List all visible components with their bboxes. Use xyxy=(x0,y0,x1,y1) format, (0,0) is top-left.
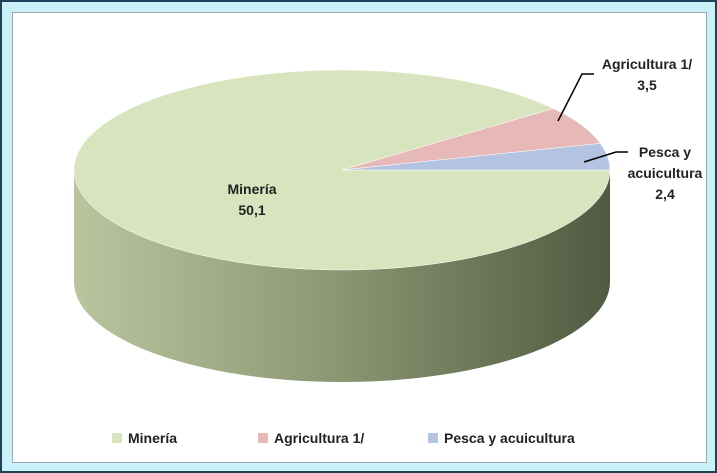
data-label-category: Pesca y acuicultura xyxy=(627,144,703,181)
legend-label: Minería xyxy=(128,430,178,446)
legend-item: Pesca y acuicultura xyxy=(428,430,575,446)
legend-swatch xyxy=(428,433,438,443)
legend-label: Agricultura 1/ xyxy=(274,430,365,446)
legend-item: Minería xyxy=(112,430,177,446)
legend-swatch xyxy=(112,433,122,443)
data-label-value: 3,5 xyxy=(637,77,657,93)
data-label-value: 50,1 xyxy=(238,202,266,218)
leader-line xyxy=(583,151,628,163)
legend-item: Agricultura 1/ xyxy=(258,430,364,446)
data-label: Agricultura 1/3,5 xyxy=(592,54,702,96)
pie-slice xyxy=(341,143,611,171)
pie-side xyxy=(74,170,610,382)
data-label-value: 2,4 xyxy=(655,186,675,202)
leader-line xyxy=(557,73,594,122)
data-label-category: Minería xyxy=(227,181,277,197)
legend-label: Pesca y acuicultura xyxy=(444,430,575,446)
legend-swatch xyxy=(258,433,268,443)
data-label: Pesca y acuicultura 2,4 xyxy=(620,142,710,205)
data-label: Minería 50,1 xyxy=(197,179,307,221)
data-label-category: Agricultura 1/ xyxy=(601,56,693,72)
